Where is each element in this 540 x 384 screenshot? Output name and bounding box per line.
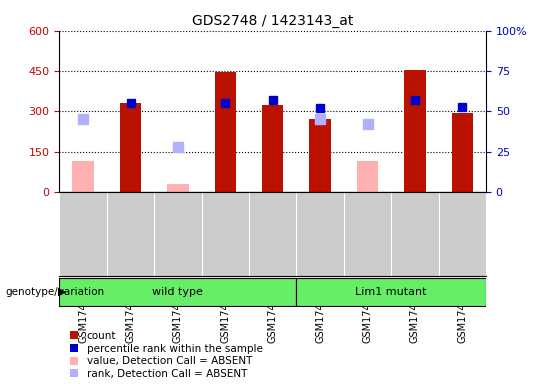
Text: wild type: wild type — [152, 287, 204, 297]
Text: genotype/variation: genotype/variation — [5, 287, 105, 297]
Bar — [167, 184, 188, 192]
Title: GDS2748 / 1423143_at: GDS2748 / 1423143_at — [192, 14, 353, 28]
Bar — [357, 161, 378, 192]
Bar — [451, 113, 473, 192]
Bar — [214, 73, 236, 192]
Bar — [296, 278, 486, 306]
Bar — [120, 103, 141, 192]
Bar — [59, 278, 296, 306]
Text: Lim1 mutant: Lim1 mutant — [355, 287, 427, 297]
Legend: count, percentile rank within the sample, value, Detection Call = ABSENT, rank, : count, percentile rank within the sample… — [70, 331, 262, 379]
Text: ▶: ▶ — [58, 287, 66, 297]
Bar — [262, 104, 284, 192]
Bar — [309, 119, 331, 192]
Bar — [72, 161, 94, 192]
Bar — [404, 70, 426, 192]
